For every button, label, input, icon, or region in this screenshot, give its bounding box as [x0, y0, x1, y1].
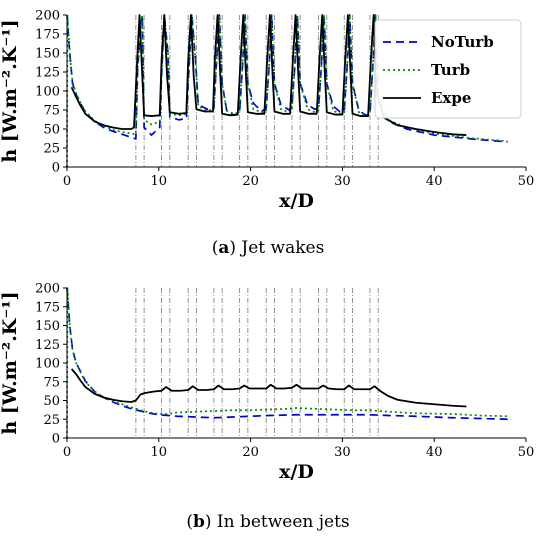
x-tick-label: 0 [63, 174, 71, 189]
ticks-a: 0 10 20 30 40 50 0 25 50 75 100 125 150 175 200 [35, 9, 534, 190]
legend-label-noturb: NoTurb [431, 33, 494, 51]
x-tick-label: 30 [334, 445, 351, 460]
y-tick-label: 75 [43, 375, 60, 390]
caption-a-letter: a [218, 238, 229, 258]
legend-label-expe: Expe [431, 89, 471, 107]
caption-b-letter: b [193, 512, 205, 532]
y-tick-label: 125 [35, 338, 60, 353]
legend-box [374, 19, 522, 119]
series-group-a [66, 14, 508, 168]
y-tick-label: 100 [35, 85, 60, 100]
x-tick-label: 10 [151, 174, 168, 189]
y-tick-label: 150 [35, 319, 60, 334]
y-tick-label: 200 [35, 282, 60, 297]
y-tick-label: 0 [52, 432, 60, 447]
y-tick-label: 0 [52, 161, 60, 176]
y-axis-label-b: h [W.m⁻².K⁻¹] [0, 291, 21, 434]
x-tick-label: 20 [242, 174, 259, 189]
series-expe [70, 14, 467, 136]
y-tick-label: 100 [35, 357, 60, 372]
chart-panel-a: 0 10 20 30 40 50 0 25 50 75 100 125 150 175 200 x/D h … [0, 9, 534, 213]
caption-b-text: In between jets [217, 512, 350, 532]
y-axis-label-a: h [W.m⁻².K⁻¹] [0, 19, 21, 162]
y-tick-label: 25 [43, 142, 60, 157]
jet-lines-b [135, 288, 379, 438]
caption-a-text: Jet wakes [239, 238, 324, 258]
x-axis-label-b: x/D [279, 461, 314, 483]
y-tick-label: 125 [35, 66, 60, 81]
y-tick-label: 50 [43, 123, 60, 138]
x-tick-label: 50 [518, 445, 535, 460]
legend-label-turb: Turb [431, 61, 470, 79]
y-tick-label: 50 [43, 394, 60, 409]
y-tick-label: 175 [35, 300, 60, 315]
y-tick-label: 25 [43, 413, 60, 428]
x-tick-label: 0 [63, 445, 71, 460]
x-tick-label: 50 [518, 174, 535, 189]
y-tick-label: 150 [35, 47, 60, 62]
jet-lines-a [135, 15, 379, 167]
y-tick-label: 200 [35, 9, 60, 24]
legend: NoTurb Turb Expe [374, 19, 522, 119]
series-turb [66, 287, 508, 439]
y-tick-label: 175 [35, 28, 60, 43]
x-tick-label: 30 [334, 174, 351, 189]
y-tick-label: 75 [43, 104, 60, 119]
x-tick-label: 40 [426, 445, 443, 460]
ticks-b: 0 10 20 30 40 50 0 25 50 75 100 125 150 175 200 [35, 282, 534, 461]
chart-panel-b: 0 10 20 30 40 50 0 25 50 75 100 125 150 175 200 x/D h … [0, 282, 534, 484]
caption-a: (a) Jet wakes [212, 238, 325, 258]
caption-b: (b) In between jets [186, 512, 349, 532]
series-group-b [66, 287, 508, 439]
x-tick-label: 40 [426, 174, 443, 189]
x-tick-label: 10 [151, 445, 168, 460]
x-axis-label-a: x/D [279, 190, 314, 212]
series-expe [70, 368, 467, 408]
series-noturb [66, 287, 508, 421]
x-tick-label: 20 [242, 445, 259, 460]
